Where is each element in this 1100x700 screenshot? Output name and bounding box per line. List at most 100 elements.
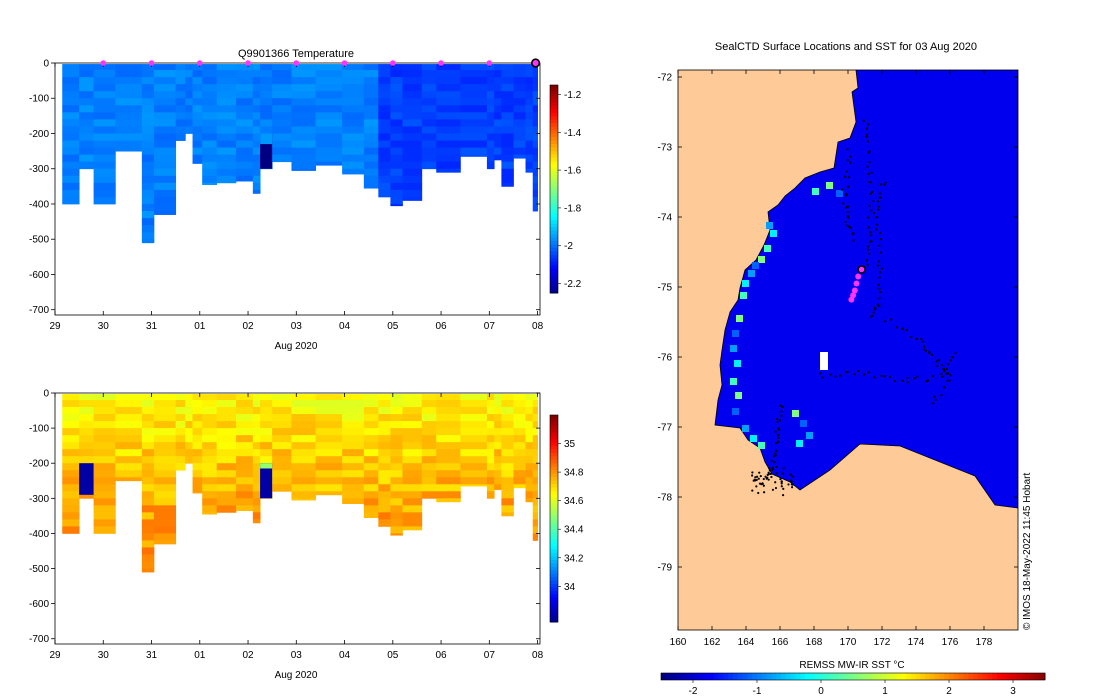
s-colorbar-segment xyxy=(550,501,558,506)
track-point xyxy=(947,372,950,375)
s-cell xyxy=(93,526,116,534)
coastal-warm-cell xyxy=(796,440,803,447)
s-cell xyxy=(315,428,343,436)
s-x-tick-label: 05 xyxy=(387,650,399,661)
t-cell xyxy=(486,133,495,141)
t-cell xyxy=(532,168,538,177)
s-colorbar-segment xyxy=(550,439,558,444)
s-cell xyxy=(363,512,379,519)
s-cell xyxy=(93,394,116,401)
t-cell xyxy=(460,126,488,134)
track-point xyxy=(774,430,777,433)
s-cell xyxy=(62,414,80,422)
s-cell xyxy=(185,428,193,436)
map-colorbar-segment xyxy=(713,673,720,680)
s-cell xyxy=(272,484,292,492)
s-cell xyxy=(291,463,316,471)
s-cell xyxy=(494,414,502,422)
t-cell xyxy=(153,126,177,134)
s-cell xyxy=(141,498,155,506)
t-cell xyxy=(363,64,379,71)
temperature-profile-marker xyxy=(438,60,444,66)
t-cell xyxy=(501,77,514,85)
track-point xyxy=(933,395,936,398)
s-cell xyxy=(291,470,316,478)
t-cell xyxy=(291,77,316,85)
t-cell xyxy=(402,70,423,78)
t-cell xyxy=(216,112,237,120)
track-point xyxy=(757,491,760,495)
s-cell xyxy=(402,435,423,443)
s-cell xyxy=(153,505,177,513)
t-cell xyxy=(252,140,261,148)
t-cell xyxy=(235,98,254,106)
track-point xyxy=(954,352,957,355)
t-cell xyxy=(342,77,365,85)
map-colorbar-segment xyxy=(886,673,892,680)
t-cell xyxy=(79,161,95,170)
map-colorbar-segment xyxy=(704,673,710,680)
t-cell xyxy=(402,98,423,106)
t-cell xyxy=(525,91,534,99)
t-cell xyxy=(272,77,292,85)
t-cell xyxy=(378,154,391,163)
s-cell xyxy=(378,407,391,415)
s-colorbar-segment xyxy=(550,563,558,568)
t-cell xyxy=(363,133,379,141)
t-colorbar-segment xyxy=(550,88,558,93)
t-cell xyxy=(421,77,437,85)
t-colorbar-segment xyxy=(550,223,558,228)
t-cell xyxy=(315,77,343,85)
t-cell xyxy=(525,147,534,156)
track-point xyxy=(906,376,909,379)
s-cell xyxy=(175,407,186,415)
t-cell xyxy=(460,70,488,78)
s-cell xyxy=(202,407,218,415)
s-cell xyxy=(272,428,292,436)
t-cell xyxy=(513,91,526,99)
track-point xyxy=(852,233,855,236)
t-cell xyxy=(252,168,261,177)
t-cell xyxy=(153,105,177,113)
t-cell xyxy=(185,77,193,85)
track-point xyxy=(758,471,761,474)
s-cell xyxy=(342,491,365,499)
s-cell xyxy=(93,477,116,485)
s-cell xyxy=(342,463,365,471)
s-cell xyxy=(235,456,254,464)
t-cell xyxy=(175,119,186,127)
track-point xyxy=(846,148,849,151)
s-cell xyxy=(252,498,261,506)
t-cell xyxy=(501,70,514,78)
t-cell xyxy=(192,105,203,113)
t-cell xyxy=(272,105,292,113)
t-cell xyxy=(79,64,95,71)
t-cell xyxy=(202,112,218,120)
s-cell xyxy=(532,505,538,513)
t-cell xyxy=(79,70,95,78)
s-colorbar-tick-label: 34.6 xyxy=(564,496,584,507)
s-colorbar-segment xyxy=(550,421,558,426)
s-cell xyxy=(291,421,316,429)
s-cell xyxy=(390,449,403,457)
t-colorbar-segment xyxy=(550,251,558,256)
map-colorbar-tick-label: 1 xyxy=(882,686,888,697)
track-point xyxy=(776,420,779,423)
t-cell xyxy=(62,112,80,120)
t-cell xyxy=(252,161,261,170)
t-cell xyxy=(291,154,316,163)
t-cell xyxy=(216,105,237,113)
map-colorbar-segment xyxy=(934,673,940,680)
s-cell xyxy=(315,442,343,450)
t-colorbar-segment xyxy=(550,105,558,110)
s-colorbar-segment xyxy=(550,515,558,519)
s-cell xyxy=(115,456,143,464)
t-colorbar-segment xyxy=(550,178,558,183)
s-cell xyxy=(260,414,273,422)
temperature-title: Q9901366 Temperature xyxy=(238,48,354,60)
coastal-warm-cell xyxy=(800,420,807,427)
s-cell xyxy=(390,456,403,464)
map-colorbar-segment xyxy=(949,673,955,680)
t-cell xyxy=(525,168,534,173)
t-cell xyxy=(342,98,365,106)
